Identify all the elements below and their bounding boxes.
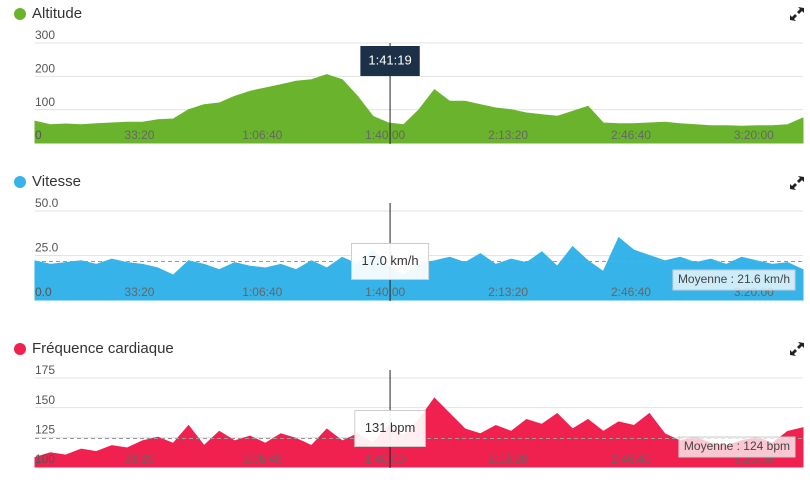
x-tick-label: 2:46:40: [611, 285, 651, 299]
legend-dot: [14, 176, 26, 188]
expand-icon[interactable]: [790, 7, 804, 21]
x-tick-label: 33:20: [124, 128, 154, 142]
y-tick-label: 25.0: [35, 241, 59, 255]
tooltip-bg: [360, 46, 420, 76]
expand-icon[interactable]: [790, 176, 804, 190]
tooltip-label: 17.0 km/h: [362, 253, 419, 268]
x-tick-label: 33:20: [124, 452, 154, 466]
legend-dot: [14, 8, 26, 20]
tooltip-label: 1:41:19: [368, 52, 411, 67]
x-tick-label: 1:06:40: [242, 285, 282, 299]
chart-title: Fréquence cardiaque: [32, 340, 174, 357]
y-tick-label: 200: [35, 62, 55, 76]
x-tick-label: 33:20: [124, 285, 154, 299]
cursor-tooltip: 131 bpm: [354, 410, 426, 447]
tooltip-label: 131 bpm: [365, 420, 416, 435]
x-tick-label: 1:40:00: [365, 452, 405, 466]
y-tick-label: 300: [35, 28, 55, 42]
expand-icon[interactable]: [790, 342, 804, 356]
x-tick-label: 1:40:00: [365, 285, 405, 299]
tooltip-bg: [351, 243, 430, 280]
average-box: Moyenne : 21.6 km/h: [672, 269, 796, 291]
tooltip-bg: [354, 410, 426, 447]
y-tick-label: 100: [35, 95, 55, 109]
x-tick-label: 1:40:00: [365, 128, 405, 142]
average-box: Moyenne : 124 bpm: [678, 436, 796, 458]
expand-icons[interactable]: [790, 7, 804, 356]
x-tick-label: 1:06:40: [242, 128, 282, 142]
x-tick-label: 1:06:40: [242, 452, 282, 466]
chart-title: Altitude: [32, 5, 82, 22]
y-tick-label: 50.0: [35, 196, 59, 210]
y-tick-label: 125: [35, 423, 55, 437]
y-tick-label: 150: [35, 393, 55, 407]
legend-dot: [14, 343, 26, 355]
area: [34, 74, 804, 144]
average-label: Moyenne : 21.6 km/h: [678, 272, 790, 286]
y-tick-label: 175: [35, 363, 55, 377]
chart-title: Vitesse: [32, 173, 81, 190]
y-tick-label: 0.0: [35, 285, 52, 299]
cursor-tooltip: 1:41:19: [360, 46, 420, 76]
x-tick-label: 2:13:20: [488, 128, 528, 142]
x-tick-label: 2:13:20: [488, 285, 528, 299]
average-bg: [672, 269, 796, 291]
average-bg: [678, 436, 796, 458]
average-label: Moyenne : 124 bpm: [684, 439, 790, 453]
y-tick-label: 100: [35, 452, 55, 466]
x-tick-label: 3:20:00: [734, 128, 774, 142]
cursor-tooltip: 17.0 km/h: [351, 243, 430, 280]
x-tick-label: 2:46:40: [611, 452, 651, 466]
x-tick-label: 2:13:20: [488, 452, 528, 466]
y-tick-label: 0: [35, 128, 42, 142]
x-tick-label: 2:46:40: [611, 128, 651, 142]
